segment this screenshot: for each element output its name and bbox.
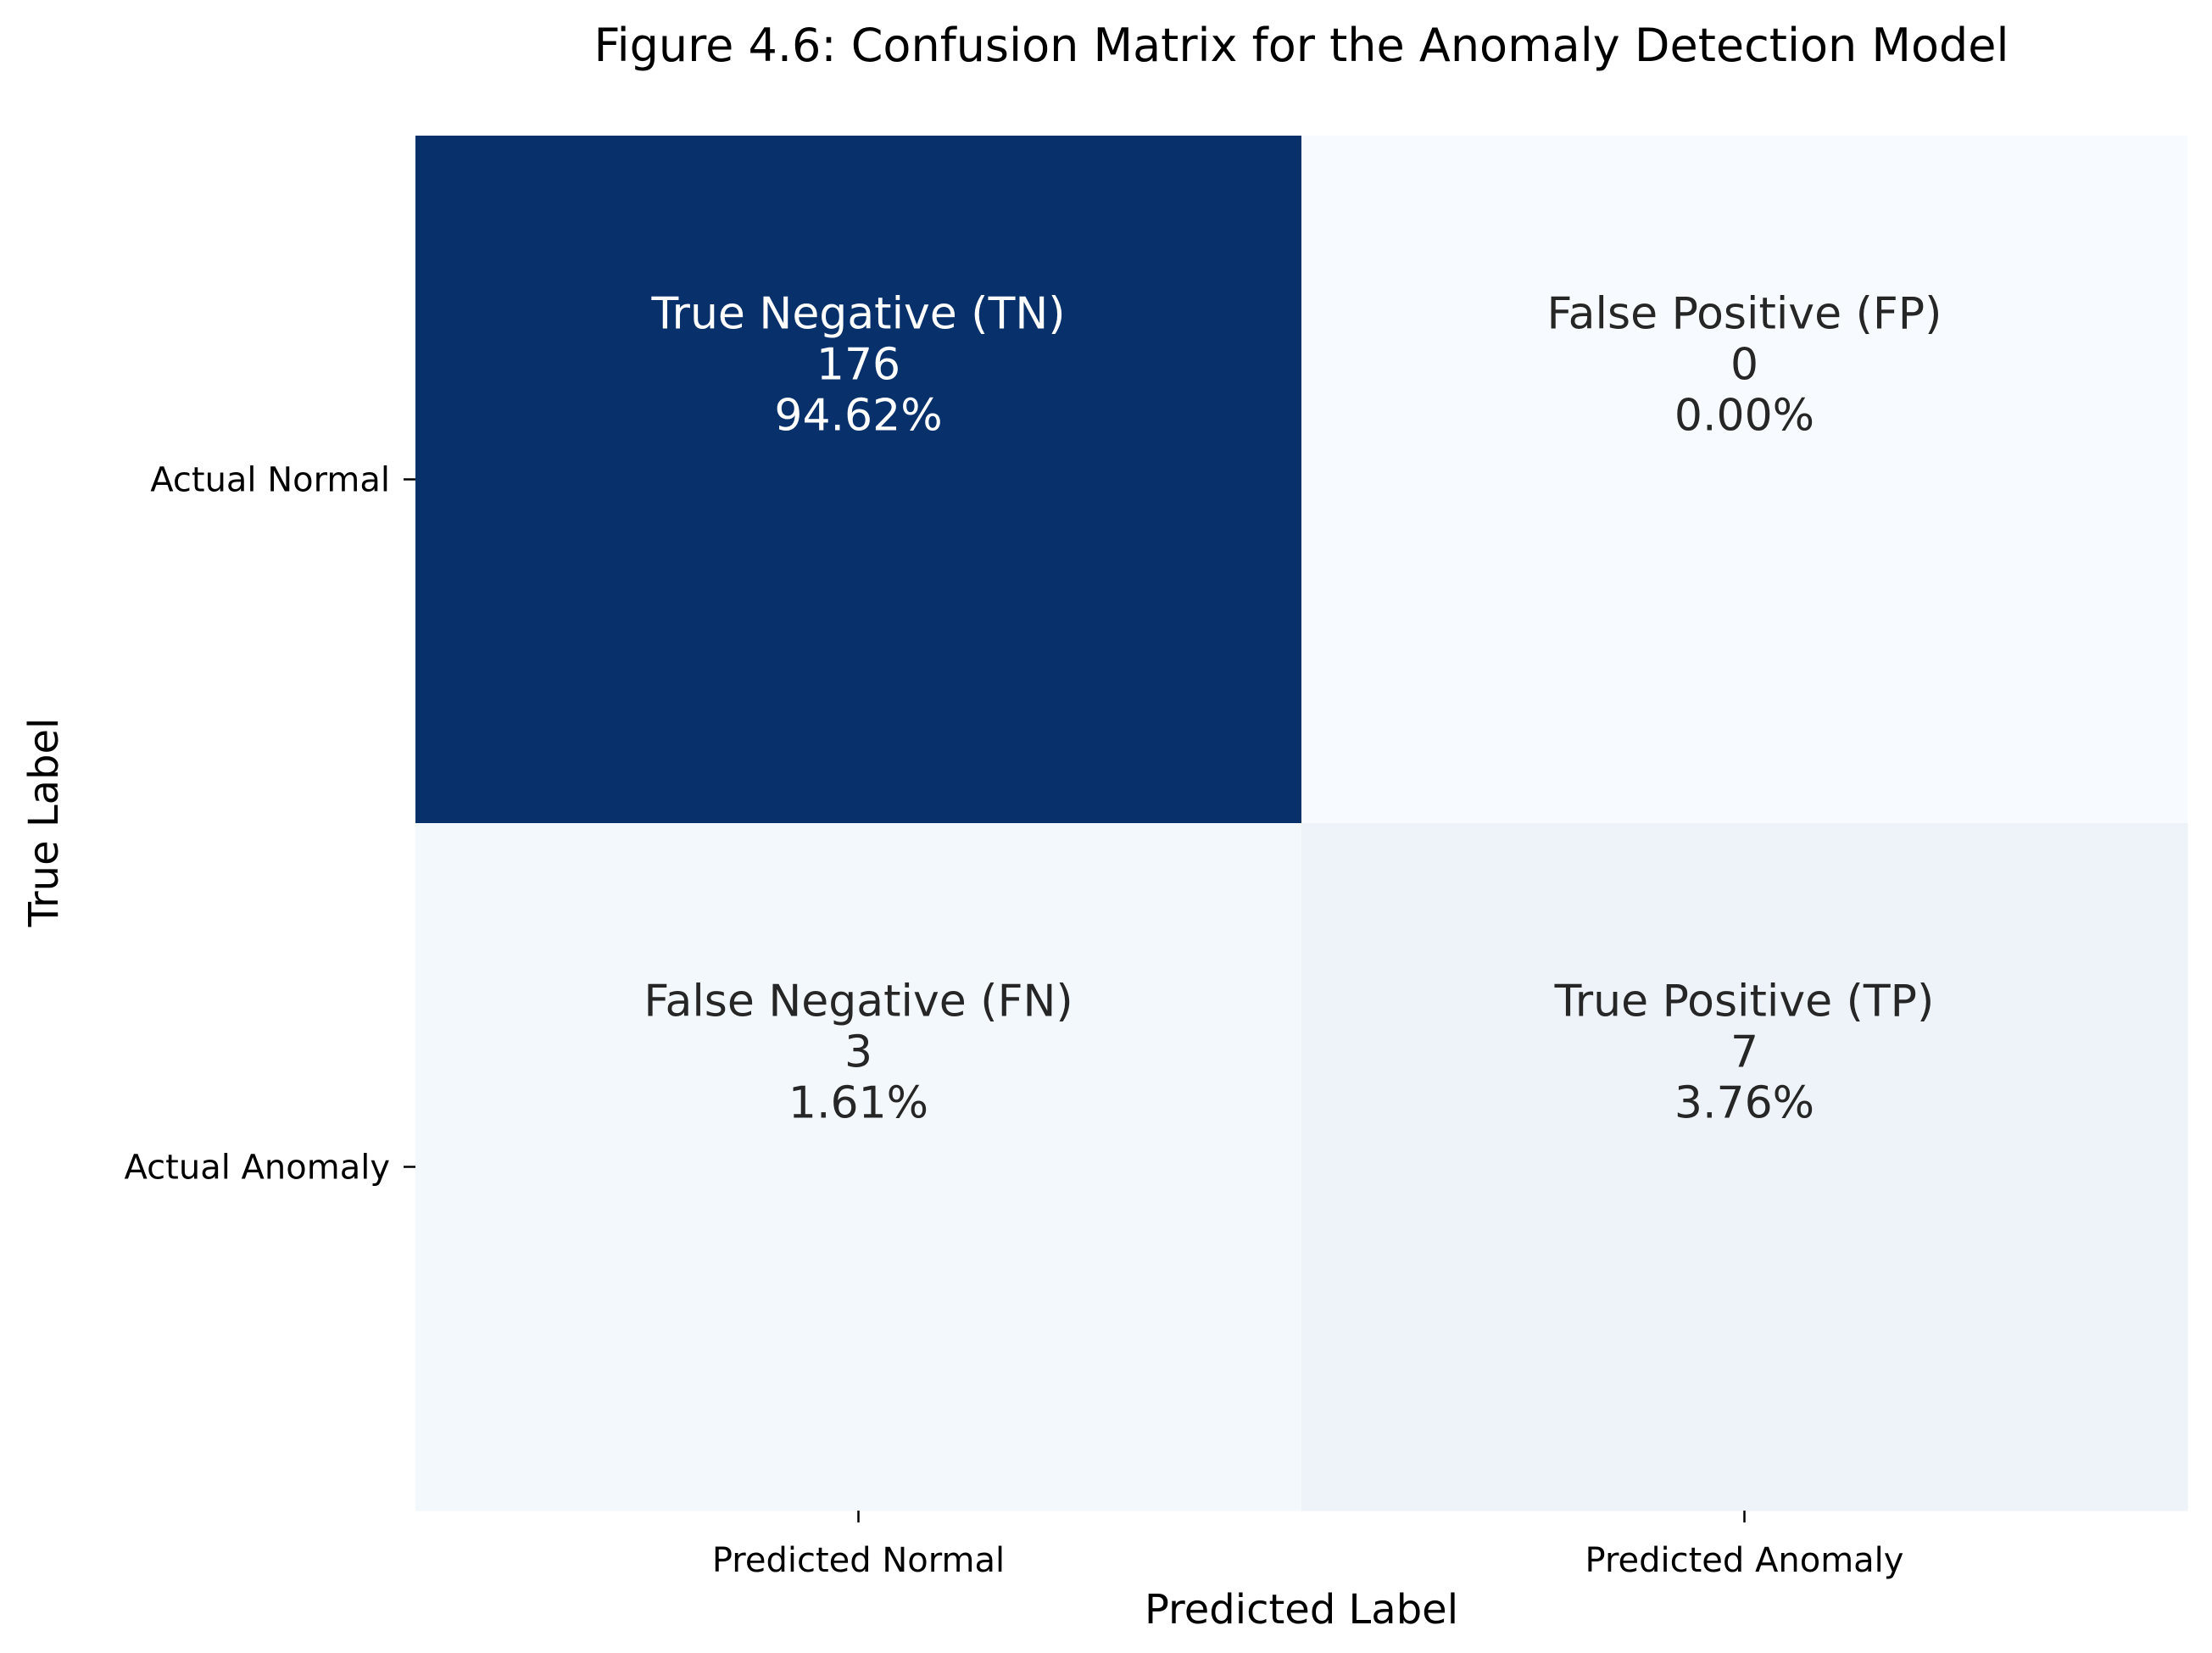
x-axis-label: Predicted Label xyxy=(1145,1586,1458,1634)
heatmap-cell xyxy=(415,823,1302,1511)
axis-ticks: Predicted Normal Predicted Anomaly Actual … xyxy=(125,461,1904,1581)
cell-label: False Positive (FP) xyxy=(1547,289,1942,340)
cell-count: 3 xyxy=(844,1027,872,1078)
cell-percent: 3.76% xyxy=(1674,1078,1814,1129)
cell-label: True Negative (TN) xyxy=(650,289,1065,340)
cell-count: 0 xyxy=(1730,340,1758,391)
cell-percent: 0.00% xyxy=(1674,391,1814,442)
cell-count: 176 xyxy=(816,340,900,391)
y-axis-label: True Label xyxy=(20,718,68,928)
chart-title: Figure 4.6: Confusion Matrix for the Ano… xyxy=(593,19,2009,72)
heatmap-cell xyxy=(415,136,1302,824)
cell-label: False Negative (FN) xyxy=(644,977,1073,1027)
heatmap-cell xyxy=(1301,823,2188,1511)
y-tick-label: Actual Normal xyxy=(150,461,390,500)
cell-percent: 1.61% xyxy=(788,1078,928,1129)
cell-percent: 94.62% xyxy=(774,391,942,442)
y-tick-label: Actual Anomaly xyxy=(125,1149,390,1188)
heatmap-cells xyxy=(415,136,2188,1511)
heatmap-cell xyxy=(1301,136,2188,824)
x-tick-label: Predicted Anomaly xyxy=(1585,1541,1904,1580)
cell-label: True Positive (TP) xyxy=(1554,977,1935,1027)
cell-count: 7 xyxy=(1730,1027,1758,1078)
x-tick-label: Predicted Normal xyxy=(712,1541,1005,1580)
